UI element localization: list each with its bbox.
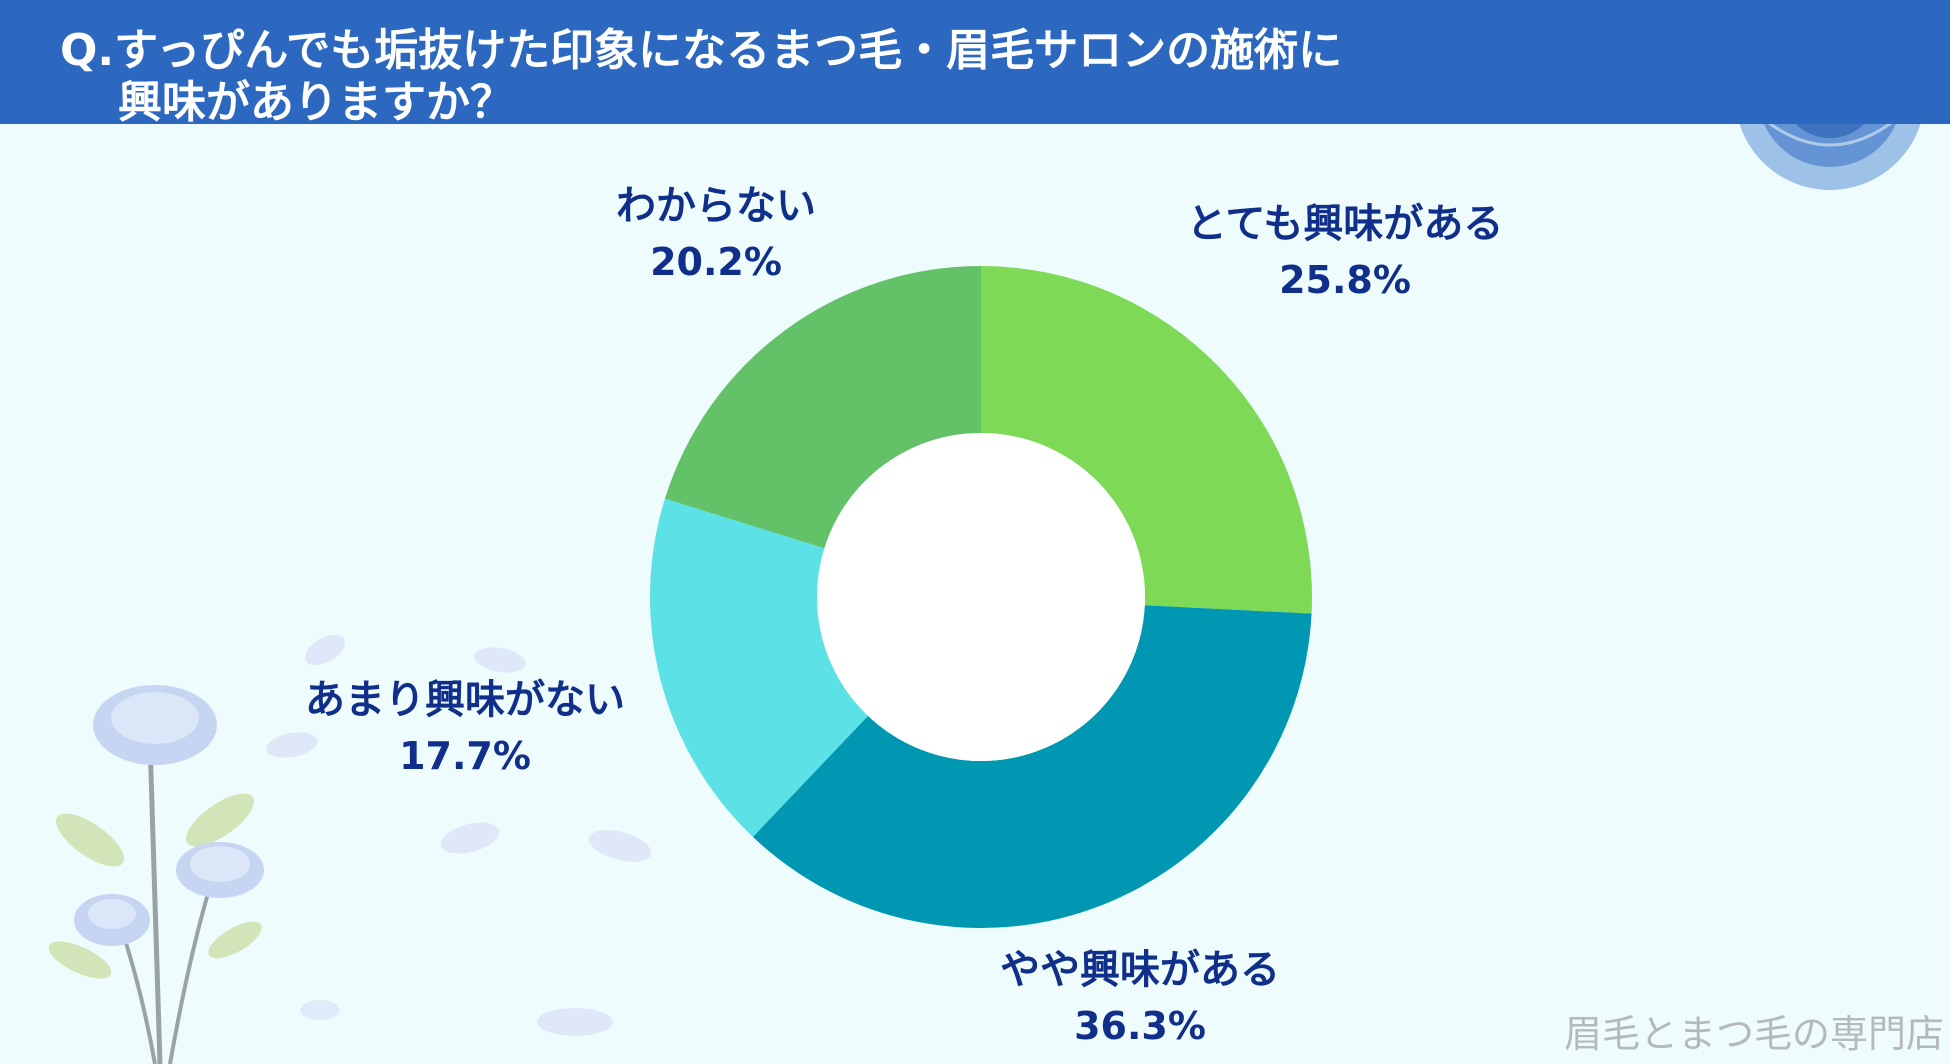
- label-dont-know: わからない 20.2%: [616, 178, 816, 290]
- slice-percentage: 36.3%: [1074, 1004, 1206, 1048]
- slice-percentage: 25.8%: [1279, 258, 1411, 302]
- donut-slice-0: [981, 266, 1312, 614]
- slice-percentage: 20.2%: [650, 240, 782, 284]
- label-not-very-interested: あまり興味がない 17.7%: [305, 672, 625, 784]
- question-banner: Q.すっぴんでも垢抜けた印象になるまつ毛・眉毛サロンの施術に 興味がありますか？: [0, 0, 1950, 128]
- slice-label: わからない: [616, 183, 816, 229]
- slice-label: あまり興味がない: [305, 677, 625, 723]
- label-very-interested: とても興味がある 25.8%: [1187, 196, 1504, 308]
- donut-slice-1: [752, 605, 1312, 928]
- question-title-line2: 興味がありますか？: [118, 77, 514, 128]
- question-title-line1: Q.すっぴんでも垢抜けた印象になるまつ毛・眉毛サロンの施術に: [60, 25, 1343, 76]
- donut-slice-3: [664, 266, 981, 549]
- slice-label: やや興味がある: [1000, 947, 1280, 993]
- slice-percentage: 17.7%: [399, 734, 531, 778]
- donut-hole: [817, 433, 1145, 761]
- donut-slice-2: [650, 498, 868, 837]
- slice-label: とても興味がある: [1186, 201, 1504, 247]
- watermark-text: 眉毛とまつ毛の専門店: [1563, 1012, 1944, 1056]
- label-somewhat-interested: やや興味がある 36.3%: [1000, 942, 1280, 1054]
